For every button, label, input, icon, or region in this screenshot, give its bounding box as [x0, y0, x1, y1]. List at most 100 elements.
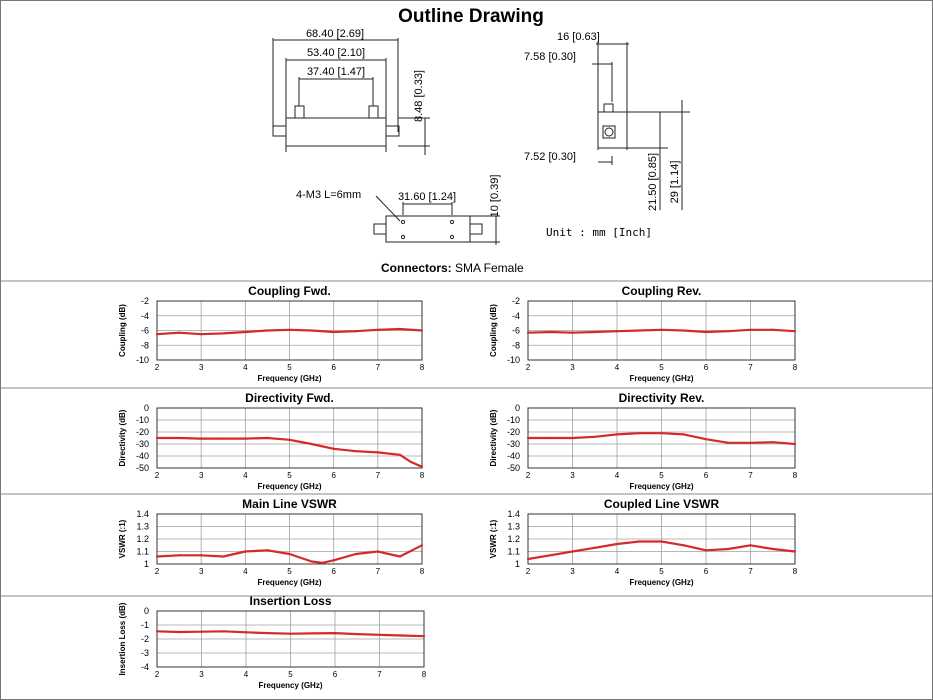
x-tick-label: 7 — [377, 670, 382, 679]
x-tick-label: 8 — [793, 471, 798, 480]
y-tick-label: 1.1 — [507, 547, 520, 557]
y-tick-label: 0 — [515, 403, 520, 413]
y-tick-label: -50 — [507, 463, 520, 473]
plot-frame — [156, 513, 423, 565]
chart-title: Coupling Rev. — [622, 284, 702, 298]
data-point — [571, 331, 574, 334]
x-tick-label: 7 — [376, 471, 381, 480]
data-point — [704, 330, 708, 334]
y-axis-label: Directivity (dB) — [489, 409, 498, 466]
data-point — [310, 560, 313, 563]
chart-5: Coupled Line VSWR 2 3 4 5 6 7 8 1.4 1.3 1.2 1.1 1 Fre… — [489, 497, 798, 587]
data-point — [222, 332, 225, 335]
y-tick-label: -20 — [507, 427, 520, 437]
x-tick-label: 5 — [288, 670, 293, 679]
y-tick-label: -30 — [136, 439, 149, 449]
data-point — [155, 555, 159, 558]
data-point — [593, 330, 596, 334]
data-point — [398, 555, 402, 558]
data-point — [638, 540, 641, 543]
x-tick-label: 6 — [704, 363, 709, 372]
y-tick-label: 0 — [144, 403, 149, 413]
y-tick-label: -4 — [512, 311, 520, 321]
data-point — [420, 465, 424, 468]
x-tick-label: 8 — [420, 567, 425, 576]
data-point — [200, 630, 203, 633]
data-point — [288, 438, 291, 441]
x-axis-label: Frequency (GHz) — [629, 482, 693, 491]
data-point — [615, 542, 619, 546]
plot-frame — [156, 610, 425, 668]
chart-title: Directivity Fwd. — [245, 391, 334, 405]
data-point — [398, 453, 402, 456]
series-line — [157, 436, 423, 468]
data-point — [549, 330, 552, 334]
plot-frame — [527, 513, 796, 565]
data-point — [749, 328, 752, 331]
x-tick-label: 8 — [420, 363, 425, 372]
x-tick-label: 6 — [704, 471, 709, 480]
x-tick-label: 2 — [155, 670, 160, 679]
data-point — [200, 554, 203, 557]
dim-connector-height: 8.48 [0.33] — [413, 70, 425, 122]
y-tick-label: -20 — [136, 427, 149, 437]
y-tick-label: 0 — [144, 606, 149, 616]
side-view-drawing — [592, 42, 690, 210]
data-point — [638, 432, 641, 435]
data-point — [420, 544, 424, 547]
data-point — [332, 447, 335, 450]
y-tick-label: -40 — [507, 451, 520, 461]
x-tick-label: 3 — [199, 471, 204, 480]
chart-title: Coupled Line VSWR — [604, 497, 720, 511]
dim-side-body-height: 21.50 [0.85] — [647, 153, 659, 211]
data-point — [332, 559, 335, 562]
chart-0: Coupling Fwd. 2 3 4 5 6 7 8 -2 -4 -6 -8 -10 Frequency… — [118, 284, 425, 383]
top-view-drawing — [272, 38, 430, 155]
x-tick-label: 5 — [287, 363, 292, 372]
y-tick-label: -8 — [141, 340, 149, 350]
x-tick-label: 5 — [659, 363, 664, 372]
data-point — [376, 550, 379, 553]
data-point — [267, 632, 270, 635]
data-point — [682, 329, 685, 332]
x-tick-label: 2 — [526, 363, 531, 372]
data-point — [749, 544, 752, 547]
x-tick-label: 3 — [570, 471, 575, 480]
y-tick-label: -8 — [512, 340, 520, 350]
data-point — [526, 557, 530, 561]
data-point — [310, 329, 313, 332]
x-tick-label: 7 — [376, 363, 381, 372]
data-point — [288, 328, 291, 331]
data-point — [155, 436, 159, 440]
data-point — [244, 631, 248, 634]
data-point — [793, 550, 797, 553]
y-tick-label: 1 — [515, 559, 520, 569]
dim-bottom-height: 10 [0.39] — [489, 175, 501, 218]
chart-6: Insertion Loss 2 3 4 5 6 7 8 0 -1 -2 -3 -4 Frequency … — [118, 594, 427, 690]
dim-hole-spacing: 31.60 [1.24] — [398, 191, 456, 203]
y-tick-label: 1 — [144, 559, 149, 569]
data-point — [155, 333, 159, 336]
data-point — [660, 328, 663, 331]
chart-title: Directivity Rev. — [619, 391, 705, 405]
x-tick-label: 7 — [376, 567, 381, 576]
unit-label: Unit : mm [Inch] — [546, 226, 652, 239]
x-tick-label: 8 — [420, 471, 425, 480]
dim-side-offset-top: 7.58 [0.30] — [524, 51, 576, 63]
x-tick-label: 8 — [422, 670, 427, 679]
y-tick-label: -4 — [141, 662, 149, 672]
y-tick-label: -10 — [507, 415, 520, 425]
data-point — [333, 632, 337, 635]
x-tick-label: 5 — [659, 471, 664, 480]
x-tick-label: 4 — [243, 471, 248, 480]
y-tick-label: 1.4 — [507, 509, 520, 519]
y-tick-label: -40 — [136, 451, 149, 461]
x-tick-label: 2 — [155, 567, 160, 576]
x-tick-label: 8 — [793, 567, 798, 576]
y-tick-label: -1 — [141, 620, 149, 630]
x-tick-label: 3 — [199, 363, 204, 372]
x-axis-label: Frequency (GHz) — [257, 482, 321, 491]
data-point — [793, 330, 797, 333]
x-tick-label: 8 — [793, 363, 798, 372]
